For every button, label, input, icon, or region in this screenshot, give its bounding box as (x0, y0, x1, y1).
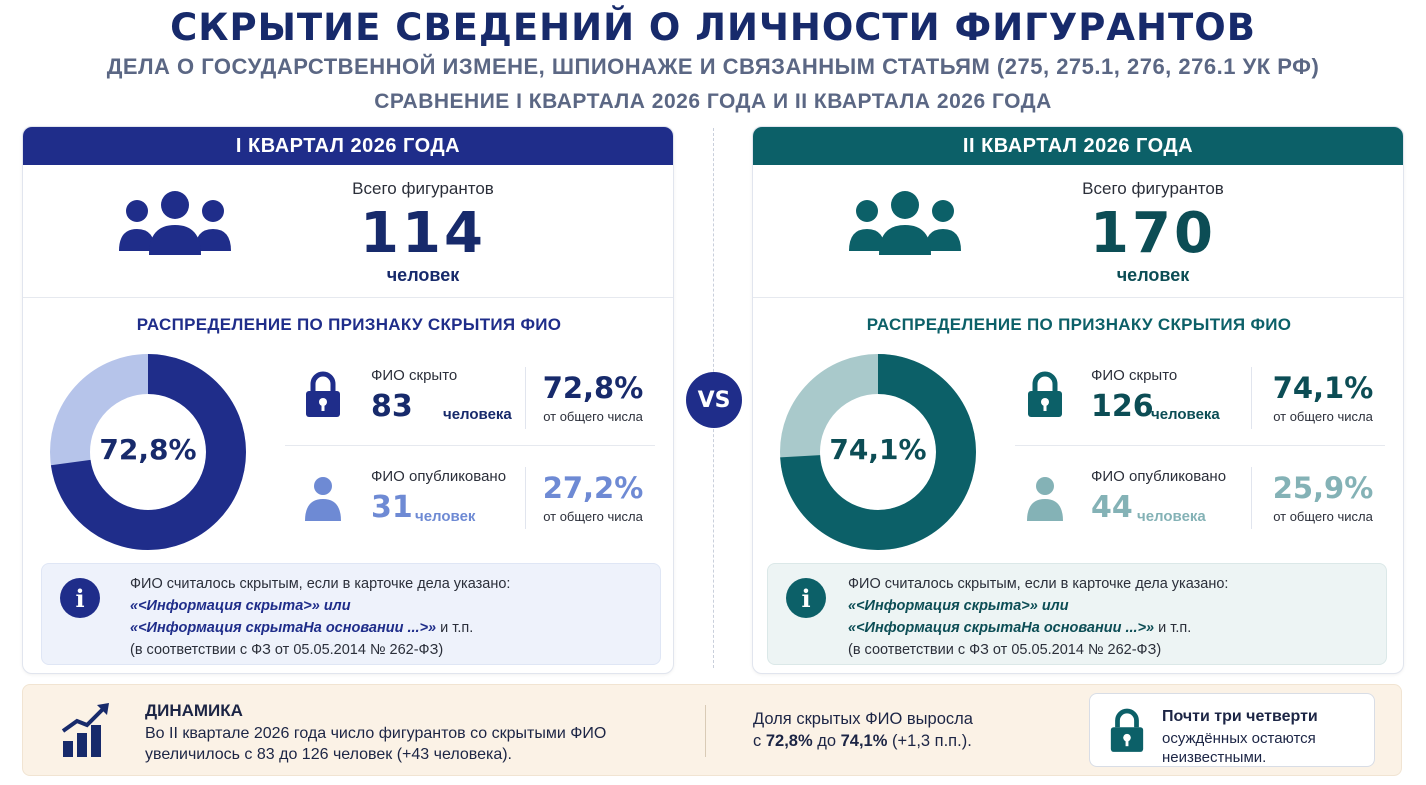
q1-total-label: Всего фигурантов (352, 179, 494, 198)
q1-stat-divider (285, 445, 655, 446)
summary-card-line2: неизвестными. (1162, 749, 1267, 766)
q1-info-line3-em: «<Информация скрытаНа основании ...>» (130, 620, 437, 636)
q1-info-line3-tail: и т.п. (436, 620, 474, 636)
q2-published-unit: человека (1137, 508, 1206, 525)
q2-total-label: Всего фигурантов (1082, 179, 1224, 198)
q2-hidden-unit: человека (1151, 406, 1220, 423)
q2-stat-divider (1015, 445, 1385, 446)
q2-info-line3-tail: и т.п. (1154, 620, 1192, 636)
q1-published-value: 31 (371, 490, 413, 525)
q1-info-line2-text: «<Информация скрыта>» или (130, 598, 351, 614)
page-title: СКРЫТИЕ СВЕДЕНИЙ О ЛИЧНОСТИ ФИГУРАНТОВ (170, 6, 1256, 49)
q2-divider (753, 297, 1403, 298)
dynamics-title: ДИНАМИКА (145, 701, 243, 720)
q2-hidden-name: ФИО скрыто (1091, 367, 1178, 384)
q2-info-line2: «<Информация скрыта>» или (848, 598, 1069, 614)
q1-hidden-pct-label: от общего числа (543, 409, 643, 424)
q2-donut-chart (780, 354, 976, 550)
q1-info-box: i ФИО считалось скрытым, если в карточке… (41, 563, 661, 665)
q1-divider (23, 297, 673, 298)
q2-hidden-value: 126 (1091, 389, 1154, 424)
q2-hidden-vline (1251, 367, 1252, 429)
q2-published-pct-label: от общего числа (1273, 509, 1373, 524)
q1-published-name: ФИО опубликовано (371, 468, 507, 485)
q2-published-value: 44 (1091, 490, 1133, 525)
q2-panel: II КВАРТАЛ 2026 ГОДА Всего фигурантов 17… (752, 126, 1404, 674)
q1-hidden-value: 83 (371, 389, 413, 424)
q1-hidden-vline (525, 367, 526, 429)
q2-info-line2-text: «<Информация скрыта>» или (848, 598, 1069, 614)
q1-donut-chart (50, 354, 246, 550)
dynamics-footer: ДИНАМИКА Во II квартале 2026 года число … (22, 684, 1402, 776)
q1-total-value: 114 (360, 201, 486, 266)
q2-published-vline (1251, 467, 1252, 529)
comparison-subtitle: СРАВНЕНИЕ I КВАРТАЛА 2026 ГОДА И II КВАР… (374, 90, 1052, 113)
q1-info-line2: «<Информация скрыта>» или (130, 598, 351, 614)
summary-card-title: Почти три четверти (1162, 708, 1318, 725)
lock-icon (306, 371, 340, 417)
q1-hidden-unit: человека (443, 406, 512, 423)
person-icon (305, 477, 341, 521)
growth-prefix: с (753, 732, 766, 750)
q1-hidden-pct: 72,8% (542, 371, 644, 405)
q2-published-pct: 25,9% (1272, 471, 1374, 505)
q1-published-pct-label: от общего числа (543, 509, 643, 524)
q1-published-unit: человек (415, 508, 476, 525)
q1-donut-hidden-segment (50, 354, 246, 550)
vs-badge: VS (686, 372, 742, 428)
q1-header: I КВАРТАЛ 2026 ГОДА (23, 127, 673, 165)
q1-info-line3: «<Информация скрытаНа основании ...>» и … (130, 620, 473, 636)
q1-total-unit: человек (386, 265, 460, 285)
q2-info-line4: (в соответствии с ФЗ от 05.05.2014 № 262… (848, 642, 1162, 658)
q1-published-pct: 27,2% (542, 471, 644, 505)
growth-line1: Доля скрытых ФИО выросла (753, 710, 973, 728)
q2-info-line3: «<Информация скрытаНа основании ...>» и … (848, 620, 1191, 636)
growth-mid: до (812, 732, 841, 750)
people-group-icon (119, 191, 231, 255)
growth-chart-icon (61, 703, 109, 757)
q2-donut-hidden-segment (780, 354, 976, 550)
lock-icon (1110, 708, 1144, 752)
growth-line2: с 72,8% до 74,1% (+1,3 п.п.). (753, 732, 972, 751)
info-icon: i (60, 578, 100, 618)
footer-divider (705, 705, 706, 757)
q1-panel: I КВАРТАЛ 2026 ГОДА Всего фигурантов 114… (22, 126, 674, 674)
q2-total-value: 170 (1090, 201, 1216, 266)
q2-header: II КВАРТАЛ 2026 ГОДА (753, 127, 1403, 165)
q2-info-line3-em: «<Информация скрытаНа основании ...>» (848, 620, 1155, 636)
q2-info-box: i ФИО считалось скрытым, если в карточке… (767, 563, 1387, 665)
q2-published-name: ФИО опубликовано (1091, 468, 1227, 485)
person-icon (1027, 477, 1063, 521)
q1-distribution-title: РАСПРЕДЕЛЕНИЕ ПО ПРИЗНАКУ СКРЫТИЯ ФИО (136, 315, 562, 334)
page-subtitle: ДЕЛА О ГОСУДАРСТВЕННОЙ ИЗМЕНЕ, ШПИОНАЖЕ … (106, 54, 1320, 79)
people-group-icon (849, 191, 961, 255)
summary-card: Почти три четверти осуждённых остаются н… (1089, 693, 1375, 767)
q1-info-line1: ФИО считалось скрытым, если в карточке д… (130, 576, 511, 592)
summary-card-line1: осуждённых остаются (1162, 730, 1316, 747)
growth-suffix: (+1,3 п.п.). (887, 732, 972, 750)
q2-hidden-pct: 74,1% (1272, 371, 1374, 405)
q1-info-line4: (в соответствии с ФЗ от 05.05.2014 № 262… (130, 642, 444, 658)
lock-icon (1028, 371, 1062, 417)
q1-donut-label: 72,8% (99, 433, 197, 466)
q2-info-line1: ФИО считалось скрытым, если в карточке д… (848, 576, 1229, 592)
q2-distribution-title: РАСПРЕДЕЛЕНИЕ ПО ПРИЗНАКУ СКРЫТИЯ ФИО (866, 315, 1292, 334)
dynamics-line2: увеличилось с 83 до 126 человек (+43 чел… (145, 746, 512, 763)
growth-to: 74,1% (840, 732, 888, 750)
growth-from: 72,8% (765, 732, 813, 750)
q1-published-vline (525, 467, 526, 529)
info-icon: i (786, 578, 826, 618)
dynamics-line1: Во II квартале 2026 года число фигуранто… (145, 725, 607, 742)
q1-hidden-name: ФИО скрыто (371, 367, 458, 384)
q2-hidden-pct-label: от общего числа (1273, 409, 1373, 424)
q2-donut-label: 74,1% (829, 433, 927, 466)
q2-total-unit: человек (1116, 265, 1190, 285)
